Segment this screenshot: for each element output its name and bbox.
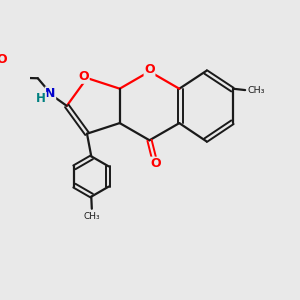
- Text: O: O: [144, 63, 155, 76]
- Text: CH₃: CH₃: [83, 212, 100, 221]
- Text: CH₃: CH₃: [247, 85, 265, 94]
- Text: O: O: [79, 70, 89, 83]
- Text: O: O: [0, 53, 8, 66]
- Text: N: N: [45, 87, 56, 100]
- Text: H: H: [36, 92, 46, 105]
- Text: O: O: [150, 157, 161, 170]
